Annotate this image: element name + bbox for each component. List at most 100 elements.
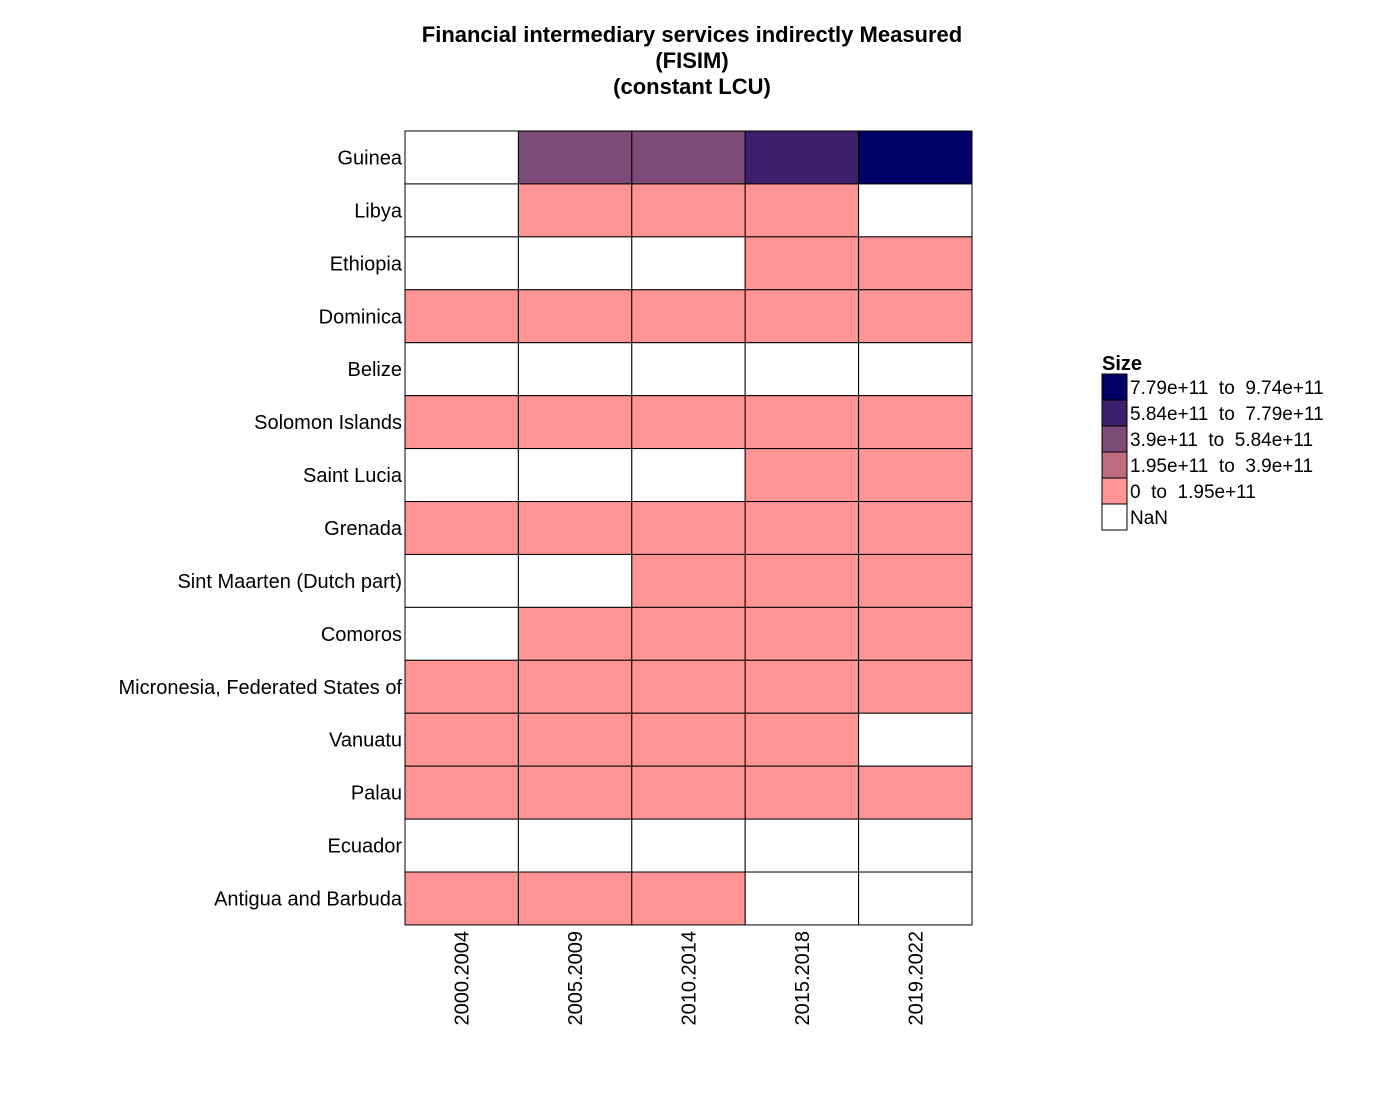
heatmap-cell	[631, 765, 746, 820]
row-label: Sint Maarten (Dutch part)	[177, 571, 402, 593]
heatmap-cell	[744, 606, 860, 661]
heatmap-cell	[404, 501, 519, 555]
chart-title: Financial intermediary services indirect…	[392, 22, 992, 100]
heatmap-cell	[858, 448, 973, 503]
heatmap-cell	[744, 553, 860, 608]
heatmap-cell	[404, 342, 519, 397]
column-label: 2019.2022	[905, 931, 927, 1026]
heatmap-cell	[404, 448, 519, 503]
heatmap-cell	[404, 871, 519, 926]
row-labels: Guinea Libya Ethiopia Dominica Belize Solomon…	[119, 147, 403, 910]
heatmap-cell	[744, 130, 860, 185]
column-label: 2015.2018	[792, 931, 814, 1026]
column-label: 2010.2014	[679, 931, 701, 1026]
heatmap-cell	[631, 606, 746, 661]
row-label: Solomon Islands	[254, 412, 402, 434]
heatmap-cell	[517, 659, 633, 714]
heatmap-cell	[631, 130, 746, 185]
heatmap-cell	[744, 818, 860, 873]
legend-label: 0 to 1.95e+11	[1130, 482, 1256, 503]
heatmap-cell	[858, 289, 973, 344]
heatmap-cell	[631, 395, 746, 450]
heatmap-cell	[404, 553, 519, 608]
heatmap-cell	[744, 289, 860, 344]
chart-title-line-1: Financial intermediary services indirect…	[421, 22, 963, 47]
heatmap-cell	[404, 606, 519, 661]
heatmap-cell	[858, 342, 973, 397]
heatmap-cell	[517, 818, 633, 873]
row-label: Vanuatu	[329, 730, 402, 752]
heatmap-cell	[858, 659, 973, 714]
heatmap-cell	[517, 448, 633, 503]
legend-swatch	[1101, 425, 1128, 453]
heatmap-cell	[858, 606, 973, 661]
row-label: Guinea	[338, 147, 403, 169]
row-label: Antigua and Barbuda	[214, 888, 403, 910]
column-label: 2005.2009	[565, 931, 587, 1026]
heatmap-cell	[517, 553, 633, 608]
row-label: Grenada	[324, 518, 403, 540]
legend-swatch	[1101, 373, 1128, 401]
heatmap-cell	[517, 130, 633, 185]
heatmap-cell	[404, 765, 519, 820]
heatmap-cell	[517, 606, 633, 661]
heatmap-cell	[631, 871, 746, 926]
heatmap-cell	[404, 130, 519, 185]
heatmap-cell	[517, 342, 633, 397]
legend-swatch	[1101, 451, 1128, 479]
legend-label: 3.9e+11 to 5.84e+11	[1130, 430, 1313, 451]
column-label: 2000.2004	[452, 931, 474, 1026]
heatmap-cell	[858, 183, 973, 238]
heatmap-cell	[858, 501, 973, 555]
heatmap-cell	[858, 236, 973, 291]
heatmap-cell	[517, 183, 633, 238]
heatmap-cell	[631, 342, 746, 397]
chart-title-line-2: (FISIM)	[655, 48, 729, 73]
legend-title: Size	[1102, 353, 1142, 375]
column-labels: 2000.2004 2005.2009 2010.2014 2015.2018 2019…	[452, 931, 928, 1026]
heatmap-cell	[744, 183, 860, 238]
row-label: Belize	[348, 359, 402, 381]
heatmap-cell	[744, 871, 860, 926]
heatmap-cell	[631, 183, 746, 238]
row-label: Ecuador	[328, 836, 403, 858]
row-label: Libya	[354, 200, 403, 222]
heatmap-cell	[517, 236, 633, 291]
legend-swatch	[1101, 399, 1128, 427]
legend-label: 7.79e+11 to 9.74e+11	[1130, 378, 1324, 399]
legend-swatch	[1101, 477, 1128, 505]
row-label: Micronesia, Federated States of	[119, 677, 403, 699]
heatmap-cell	[517, 501, 633, 555]
legend: Size 7.79e+11 to 9.74e+11 5.84e+11 to 7.7…	[1101, 353, 1324, 531]
heatmap-cell	[744, 765, 860, 820]
heatmap-cell	[631, 712, 746, 767]
heatmap-cell	[517, 395, 633, 450]
legend-label: 5.84e+11 to 7.79e+11	[1130, 404, 1324, 425]
legend-swatch	[1101, 503, 1128, 531]
heatmap-cell	[858, 871, 973, 926]
heatmap-cell	[744, 395, 860, 450]
heatmap-cell	[631, 448, 746, 503]
heatmap-cell	[404, 659, 519, 714]
heatmap-cell	[631, 659, 746, 714]
heatmap-cell	[744, 448, 860, 503]
heatmap-cell	[631, 818, 746, 873]
heatmap-cell	[744, 659, 860, 714]
heatmap-cell	[858, 818, 973, 873]
heatmap-cell	[858, 395, 973, 450]
heatmap-cell	[858, 130, 973, 185]
heatmap-cell	[404, 183, 519, 238]
heatmap-cell	[404, 236, 519, 291]
heatmap-cells	[404, 130, 973, 926]
heatmap-cell	[517, 871, 633, 926]
heatmap-cell	[517, 712, 633, 767]
legend-label: 1.95e+11 to 3.9e+11	[1130, 456, 1313, 477]
legend-label: NaN	[1130, 508, 1168, 529]
heatmap-cell	[858, 712, 973, 767]
row-label: Palau	[351, 783, 402, 805]
heatmap-cell	[744, 236, 860, 291]
heatmap-cell	[404, 395, 519, 450]
row-label: Dominica	[319, 306, 403, 328]
row-label: Saint Lucia	[303, 465, 403, 487]
